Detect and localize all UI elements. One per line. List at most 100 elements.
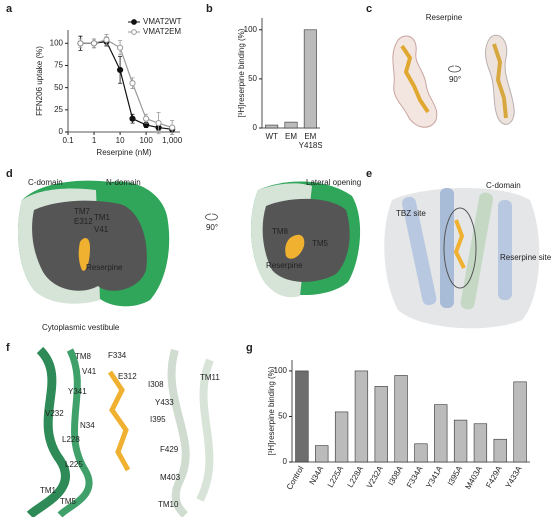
y-tick-label: 100 bbox=[274, 366, 288, 375]
bar bbox=[265, 124, 279, 129]
residue-label: TM5 bbox=[312, 239, 329, 248]
panel-label: d bbox=[6, 168, 13, 180]
x-tick-label: I395A bbox=[446, 464, 465, 487]
data-point bbox=[129, 80, 136, 87]
bar bbox=[315, 445, 329, 463]
rotation-label: 90° bbox=[206, 223, 218, 232]
x-tick-label-box: EM Y418S bbox=[298, 132, 322, 150]
panel-label: f bbox=[6, 342, 10, 354]
bar bbox=[334, 411, 349, 463]
panel-title: Reserpine bbox=[426, 13, 463, 22]
x-tick-label: Y341A bbox=[424, 464, 444, 490]
residue-label: Y433 bbox=[155, 398, 174, 407]
ligand-label: Reserpine bbox=[86, 263, 123, 272]
panel-label: g bbox=[246, 342, 253, 354]
y-axis-label: FFN206 uptake (%) bbox=[35, 46, 44, 116]
residue-label: V41 bbox=[82, 367, 97, 376]
x-tick-label: F429A bbox=[484, 464, 504, 489]
y-axis-label: [³H]reserpine binding (%) bbox=[237, 28, 246, 117]
data-point bbox=[116, 66, 124, 74]
bar bbox=[513, 381, 527, 463]
residue-label: E312 bbox=[118, 372, 137, 381]
x-tick-label-box: WT bbox=[265, 132, 278, 141]
residue-label: TM8 bbox=[75, 352, 92, 361]
x-tick-label: V232A bbox=[365, 464, 385, 490]
x-tick-label: 10 bbox=[116, 136, 125, 145]
x-tick-label: N34A bbox=[308, 464, 326, 486]
x-tick-label: I308A bbox=[386, 464, 405, 487]
rotation-label: 90° bbox=[449, 75, 461, 84]
residue-label: I395 bbox=[150, 415, 166, 424]
x-tick-label: 100 bbox=[139, 136, 153, 145]
bar bbox=[453, 419, 468, 463]
cartoon-image bbox=[384, 187, 540, 329]
x-tick-label: 0.1 bbox=[62, 136, 74, 145]
residue-label: TM10 bbox=[158, 500, 179, 509]
residue-label: TM1 bbox=[40, 486, 57, 495]
region-label: Cytoplasmic vestibule bbox=[42, 323, 120, 332]
surface-image bbox=[18, 180, 361, 307]
residue-label: TM8 bbox=[272, 227, 289, 236]
y-axis-label: [³H]reserpine binding (%) bbox=[267, 366, 276, 455]
domain-label: C-domain bbox=[28, 178, 63, 187]
panel-label: a bbox=[6, 3, 13, 15]
y-tick-label: 50 bbox=[278, 412, 287, 421]
residue-label: V232 bbox=[45, 409, 64, 418]
site-label: Reserpine site bbox=[500, 253, 552, 262]
x-axis-label: Reserpine (nM) bbox=[96, 148, 151, 157]
residue-label: L228 bbox=[62, 435, 80, 444]
x-tick-label: Control bbox=[285, 464, 306, 491]
y-tick-label: 0 bbox=[283, 457, 288, 466]
residue-label: N34 bbox=[80, 421, 95, 430]
panel-label: c bbox=[366, 3, 372, 15]
residue-label: TM11 bbox=[200, 373, 220, 382]
bar bbox=[303, 29, 317, 129]
binding-site-image bbox=[26, 346, 214, 517]
x-tick-label: EM Y418S bbox=[298, 132, 322, 150]
y-tick-label: 75 bbox=[54, 61, 63, 70]
x-tick-label: F334A bbox=[405, 464, 425, 489]
data-point bbox=[103, 36, 110, 43]
data-point bbox=[129, 115, 136, 122]
x-tick-label: EM bbox=[284, 132, 297, 141]
x-tick-label: L228A bbox=[346, 464, 366, 489]
x-tick-label: 1 bbox=[92, 136, 97, 145]
x-tick-label: L225A bbox=[326, 464, 346, 489]
residue-label: L225 bbox=[65, 460, 83, 469]
domain-label: N-domain bbox=[106, 178, 141, 187]
bar bbox=[295, 370, 309, 463]
residue-label: M403 bbox=[160, 473, 181, 482]
region-label: Lateral opening bbox=[306, 178, 361, 187]
legend-marker bbox=[131, 29, 137, 35]
residue-label: E312 bbox=[74, 217, 93, 226]
y-tick-label: 100 bbox=[244, 25, 258, 34]
ligand-label: Reserpine bbox=[266, 261, 303, 270]
y-tick-label: 50 bbox=[248, 74, 257, 83]
data-point bbox=[90, 40, 98, 47]
residue-label: Y341 bbox=[68, 387, 87, 396]
x-tick-label-box: EM bbox=[284, 132, 297, 141]
data-point bbox=[155, 120, 162, 127]
x-tick-label: 1,000 bbox=[162, 136, 183, 145]
y-tick-label: 0 bbox=[253, 123, 258, 132]
residue-label: TM7 bbox=[74, 207, 91, 216]
x-tick-label: WT bbox=[265, 132, 278, 141]
y-tick-label: 0 bbox=[59, 127, 64, 136]
residue-label: V41 bbox=[94, 225, 109, 234]
residue-label: I308 bbox=[148, 380, 164, 389]
x-tick-label: Y433A bbox=[504, 464, 524, 490]
bar bbox=[374, 386, 388, 463]
residue-label: F334 bbox=[108, 351, 127, 360]
data-point bbox=[169, 124, 176, 131]
bar bbox=[414, 443, 428, 463]
panel-label: e bbox=[366, 168, 372, 180]
site-label: TBZ site bbox=[396, 209, 426, 218]
bar bbox=[473, 423, 488, 463]
bar bbox=[354, 370, 369, 463]
x-tick-label: M403A bbox=[464, 464, 485, 491]
data-point bbox=[143, 115, 150, 122]
residue-label: TM5 bbox=[60, 497, 77, 506]
legend-label: VMAT2EM bbox=[143, 27, 181, 36]
density-image bbox=[392, 34, 515, 128]
